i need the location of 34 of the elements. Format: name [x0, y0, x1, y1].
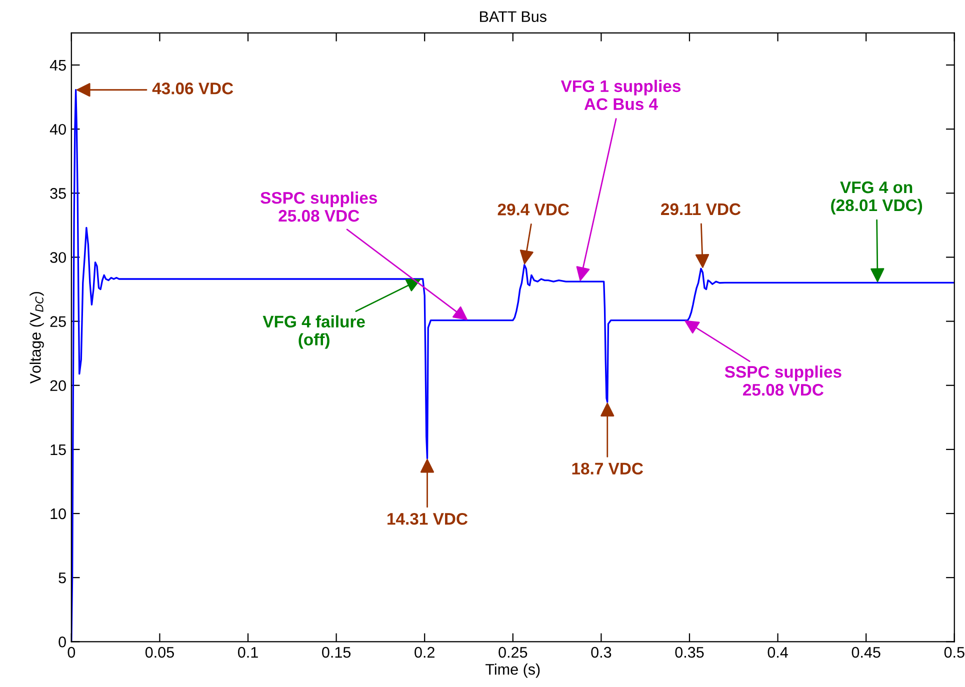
y-tick-label: 35: [50, 188, 66, 199]
y-tick-label: 25: [50, 316, 66, 327]
y-tick-label: 40: [50, 124, 66, 135]
annotation: VFG 1 supplies AC Bus 4: [560, 80, 681, 110]
x-tick-label: 0.4: [768, 646, 788, 658]
x-tick-label: 0.15: [322, 646, 351, 658]
y-tick-label: 10: [50, 508, 66, 520]
x-tick-label: 0.05: [145, 646, 174, 658]
chart-title: BATT Bus: [480, 11, 546, 22]
x-tick-label: 0.1: [238, 646, 258, 658]
x-axis-title: Time (s): [486, 664, 540, 678]
annotation: 29.4 VDC: [498, 204, 570, 216]
annotation: SSPC supplies 25.08 VDC: [260, 192, 377, 222]
x-tick-label: 0: [68, 646, 76, 658]
annotation: 18.7 VDC: [572, 462, 644, 475]
x-tick-label: 0.45: [852, 646, 880, 658]
annotation: SSPC supplies 25.08 VDC: [724, 366, 842, 396]
annotation: VFG 4 on (28.01 VDC): [831, 181, 922, 214]
annotation: 29.11 VDC: [661, 203, 741, 216]
y-tick-label: 5: [58, 572, 66, 584]
x-tick-label: 0.5: [944, 646, 964, 658]
y-tick-label: 0: [58, 636, 66, 648]
x-tick-label: 0.2: [414, 646, 434, 658]
x-tick-label: 0.3: [591, 646, 612, 658]
y-tick-label: 30: [50, 252, 66, 263]
y-tick-label: 15: [50, 444, 66, 456]
y-axis-title: Voltage (V$_{DC}$): [30, 292, 44, 384]
y-tick-label: 45: [50, 60, 66, 71]
annotation: 43.06 VDC: [152, 82, 234, 94]
annotation: 14.31 VDC: [388, 512, 468, 525]
y-tick-label: 20: [50, 380, 66, 392]
x-tick-label: 0.25: [498, 646, 528, 658]
annotation: VFG 4 failure (off): [262, 315, 365, 349]
x-tick-label: 0.35: [675, 646, 704, 658]
